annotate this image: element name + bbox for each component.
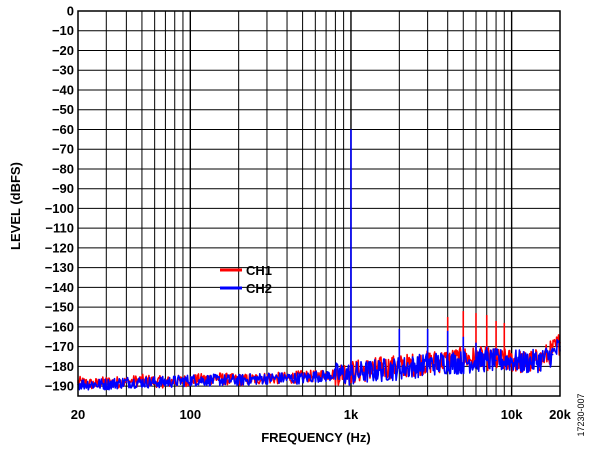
y-tick-label: −60 bbox=[52, 122, 74, 137]
data-point-ch2 bbox=[301, 377, 304, 380]
data-point-ch2 bbox=[189, 379, 192, 382]
plot-frame bbox=[77, 10, 561, 397]
data-point-ch2 bbox=[325, 375, 327, 378]
data-point-ch2 bbox=[334, 373, 337, 376]
figure-id: 17230-007 bbox=[576, 393, 586, 436]
series-layer bbox=[77, 129, 561, 391]
x-tick-label: 20 bbox=[71, 407, 85, 422]
data-point-ch2 bbox=[92, 383, 95, 385]
data-point-ch2 bbox=[414, 365, 416, 368]
data-point-ch2 bbox=[237, 379, 240, 382]
y-tick-label: −70 bbox=[52, 142, 74, 157]
data-point-ch2 bbox=[125, 381, 128, 383]
y-tick-label: −150 bbox=[45, 300, 74, 315]
data-point-ch2 bbox=[105, 383, 108, 385]
y-tick-label: 0 bbox=[67, 4, 74, 19]
data-point-ch2 bbox=[141, 381, 143, 383]
y-tick-label: −130 bbox=[45, 260, 74, 275]
y-tick-label: −80 bbox=[52, 161, 74, 176]
y-tick-label: −20 bbox=[52, 43, 74, 58]
x-tick-label: 1k bbox=[344, 407, 359, 422]
y-tick-label: −40 bbox=[52, 82, 74, 97]
data-point-ch2 bbox=[266, 377, 268, 380]
y-tick-label: −170 bbox=[45, 339, 74, 354]
data-point-ch2 bbox=[164, 381, 167, 383]
data-point-ch2 bbox=[539, 359, 541, 362]
legend-label-ch1: CH1 bbox=[246, 263, 272, 278]
legend: CH1 CH2 bbox=[220, 263, 272, 296]
data-point-ch2 bbox=[523, 361, 526, 364]
y-tick-label: −160 bbox=[45, 319, 74, 334]
data-point-ch2 bbox=[342, 373, 345, 376]
y-tick-label: −90 bbox=[52, 181, 74, 196]
x-tick-label: 20k bbox=[549, 407, 571, 422]
y-tick-label: −30 bbox=[52, 63, 74, 78]
data-point-ch2 bbox=[286, 377, 288, 380]
data-point-ch2 bbox=[510, 359, 513, 362]
series-ch2 bbox=[77, 129, 561, 391]
data-point-ch1 bbox=[362, 369, 365, 372]
data-point-ch2 bbox=[217, 379, 220, 382]
series-trace-ch2 bbox=[77, 339, 561, 391]
data-point-ch2 bbox=[378, 369, 381, 372]
data-point-ch2 bbox=[314, 375, 317, 378]
x-axis-tick-labels: 20 100 1k 10k 20k bbox=[71, 407, 572, 422]
y-tick-label: −100 bbox=[45, 201, 74, 216]
y-tick-label: −50 bbox=[52, 102, 74, 117]
data-point-ch2 bbox=[551, 353, 554, 356]
y-tick-label: −140 bbox=[45, 280, 74, 295]
legend-label-ch2: CH2 bbox=[246, 281, 272, 296]
y-tick-label: −120 bbox=[45, 240, 74, 255]
y-axis-tick-labels: 0 −10 −20 −30 −40 −50 −60 −70 −80 −90 −100 −110 −120… bbox=[45, 4, 74, 394]
y-tick-label: −180 bbox=[45, 359, 74, 374]
y-tick-label: −110 bbox=[45, 221, 74, 236]
data-point-ch2 bbox=[362, 371, 365, 374]
data-point-ch2 bbox=[495, 359, 497, 362]
y-tick-label: −10 bbox=[52, 23, 74, 38]
y-axis-title: LEVEL (dBFS) bbox=[8, 162, 23, 250]
x-tick-label: 100 bbox=[179, 407, 201, 422]
x-tick-label: 10k bbox=[501, 407, 523, 422]
x-axis-title: FREQUENCY (Hz) bbox=[261, 430, 371, 445]
y-tick-label: −190 bbox=[45, 379, 74, 394]
